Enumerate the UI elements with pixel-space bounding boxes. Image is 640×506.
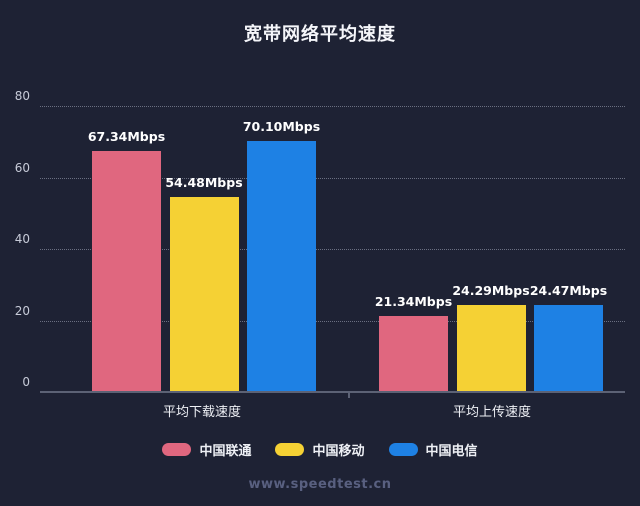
bar-telecom-upload[interactable] bbox=[534, 304, 603, 392]
bar-value-label-unicom-download: 67.34Mbps bbox=[87, 129, 166, 145]
legend-swatch-unicom bbox=[162, 443, 192, 456]
x-axis-tick bbox=[348, 393, 350, 398]
bar-value-label-telecom-download: 70.10Mbps bbox=[242, 119, 321, 135]
y-axis-label-0: 0 bbox=[22, 375, 30, 389]
category-label-upload: 平均上传速度 bbox=[452, 405, 532, 420]
gridline-40 bbox=[40, 249, 625, 250]
legend-item-unicom[interactable]: 中国联通 bbox=[162, 440, 251, 459]
legend-item-telecom[interactable]: 中国电信 bbox=[388, 440, 478, 459]
bar-telecom-download[interactable] bbox=[247, 141, 316, 392]
bar-unicom-download[interactable] bbox=[92, 151, 161, 392]
bar-mobile-download[interactable] bbox=[169, 197, 239, 392]
legend-item-mobile[interactable]: 中国移动 bbox=[275, 440, 365, 459]
y-axis-label-60: 60 bbox=[14, 160, 30, 175]
gridline-20 bbox=[40, 320, 625, 322]
gridline-80 bbox=[40, 106, 625, 107]
legend-label-mobile: 中国移动 bbox=[312, 444, 365, 459]
bar-value-label-mobile-download: 54.48Mbps bbox=[165, 175, 243, 191]
bar-mobile-upload[interactable] bbox=[456, 305, 526, 392]
chart-title: 宽带网络平均速度 bbox=[244, 24, 396, 45]
y-axis-label-40: 40 bbox=[14, 232, 30, 246]
category-label-download: 平均下载速度 bbox=[162, 405, 242, 420]
legend-swatch-telecom bbox=[388, 443, 418, 456]
legend-label-unicom: 中国联通 bbox=[199, 444, 252, 459]
bar-value-label-telecom-upload: 24.47Mbps bbox=[529, 282, 608, 298]
bar-value-label-unicom-upload: 21.34Mbps bbox=[374, 293, 453, 309]
legend-label-telecom: 中国电信 bbox=[425, 444, 478, 459]
gridline-60 bbox=[40, 177, 625, 179]
watermark-text: www.speedtest.cn bbox=[248, 477, 392, 492]
y-axis-label-20: 20 bbox=[14, 303, 30, 318]
y-axis-label-80: 80 bbox=[14, 89, 30, 103]
plot-area: 67.34Mbps 21.34Mbps 54.48Mbps 24.29Mbps 70.1… bbox=[40, 106, 625, 392]
legend: 中国联通 中国移动 中国电信 bbox=[0, 440, 640, 459]
bar-value-label-mobile-upload: 24.29Mbps bbox=[452, 283, 530, 299]
legend-swatch-mobile bbox=[275, 443, 305, 456]
x-axis-line bbox=[40, 391, 625, 393]
bar-unicom-upload[interactable] bbox=[379, 315, 448, 392]
